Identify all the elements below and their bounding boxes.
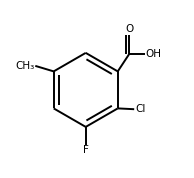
Text: Cl: Cl [135,104,145,114]
Text: CH₃: CH₃ [15,61,35,71]
Text: OH: OH [145,49,161,59]
Text: F: F [83,145,89,155]
Text: O: O [125,24,134,35]
